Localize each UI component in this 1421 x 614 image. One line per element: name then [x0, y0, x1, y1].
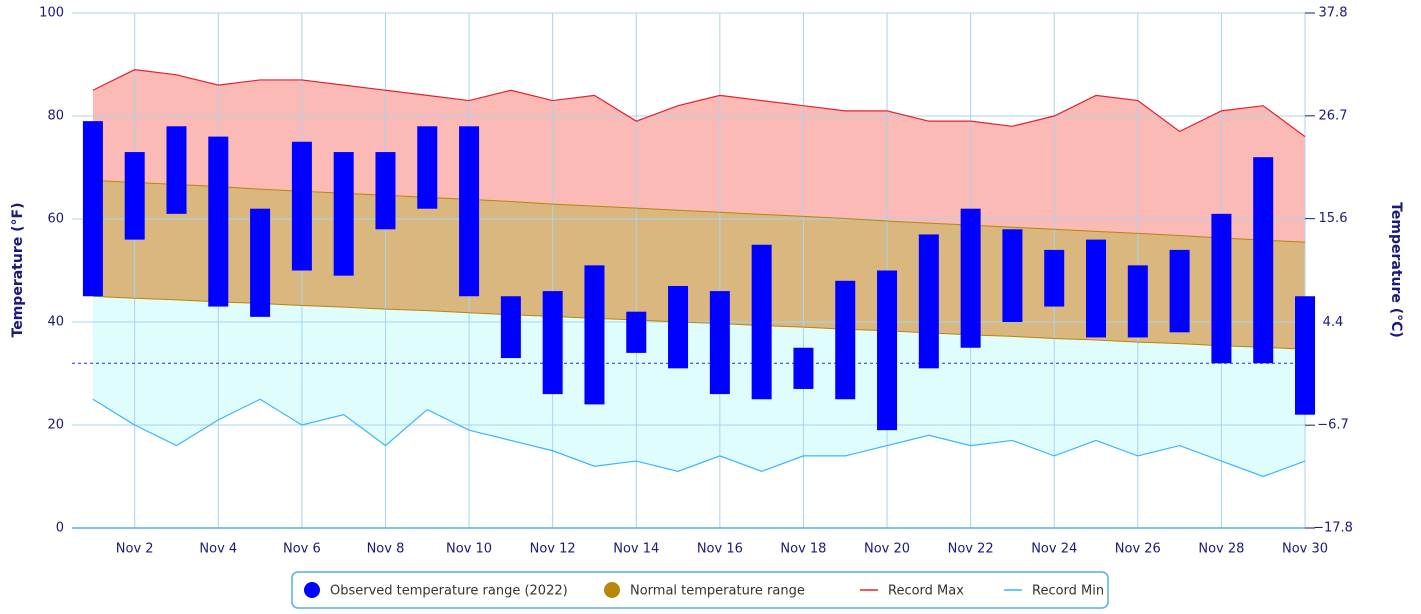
y2-tick-label: 26.7: [1319, 108, 1348, 123]
observed-bar: [1169, 249, 1190, 333]
observed-bar: [1211, 213, 1232, 364]
observed-bar: [82, 121, 103, 297]
legend-label: Normal temperature range: [630, 584, 805, 599]
x-tick-label: Nov 14: [613, 542, 659, 557]
legend-swatch: [304, 582, 320, 598]
observed-bar: [1253, 157, 1274, 364]
x-tick-label: Nov 20: [864, 542, 910, 557]
y-tick-label: 80: [47, 109, 64, 124]
observed-bar: [124, 152, 145, 240]
x-tick-label: Nov 12: [530, 542, 576, 557]
observed-bar: [1044, 249, 1065, 307]
observed-bar: [918, 234, 939, 369]
observed-bar: [208, 136, 229, 307]
observed-bar: [835, 280, 856, 400]
observed-bar: [166, 126, 187, 214]
y2-tick-label: 37.8: [1319, 6, 1348, 21]
x-tick-label: Nov 6: [283, 542, 321, 557]
x-tick-label: Nov 22: [948, 542, 994, 557]
record-low-area: [92, 296, 1305, 477]
observed-bar: [1086, 239, 1107, 338]
observed-bar: [626, 311, 647, 353]
y-tick-label: 0: [56, 521, 64, 536]
y2-tick-label: −17.8: [1313, 521, 1353, 536]
y-tick-label: 100: [39, 6, 64, 21]
observed-bar: [1002, 229, 1023, 322]
x-tick-label: Nov 8: [367, 542, 405, 557]
x-tick-label: Nov 16: [697, 542, 743, 557]
y-tick-label: 60: [47, 212, 64, 227]
x-tick-label: Nov 28: [1198, 542, 1244, 557]
legend-box: [291, 571, 1109, 609]
y-axis-title: Temperature (°F): [10, 203, 26, 338]
y2-tick-label: 4.4: [1323, 315, 1344, 330]
y2-tick-label: −6.7: [1317, 418, 1349, 433]
record-max-line: [92, 69, 1306, 138]
x-tick-label: Nov 30: [1282, 542, 1328, 557]
observed-bar: [709, 291, 730, 395]
legend-swatch: [604, 582, 620, 598]
normal-area: [92, 180, 1305, 350]
y2-axis-title: Temperature (°C): [1388, 202, 1404, 338]
observed-bar: [542, 291, 563, 395]
observed-bar: [584, 265, 605, 405]
normal-low-line: [92, 295, 1306, 350]
legend-label: Observed temperature range (2022): [330, 584, 568, 599]
x-tick-label: Nov 2: [116, 542, 154, 557]
observed-bar: [1127, 265, 1148, 338]
observed-bar: [417, 126, 438, 209]
x-tick-label: Nov 26: [1115, 542, 1161, 557]
observed-bar: [291, 141, 312, 271]
observed-bar: [793, 347, 814, 389]
observed-bar: [459, 126, 480, 297]
y-tick-label: 40: [47, 315, 64, 330]
x-tick-label: Nov 4: [199, 542, 237, 557]
observed-bar: [500, 296, 521, 359]
observed-bar: [960, 208, 981, 348]
observed-bar: [668, 285, 689, 369]
legend-label: Record Min: [1032, 584, 1104, 599]
observed-bar: [333, 152, 354, 276]
x-tick-label: Nov 24: [1031, 542, 1077, 557]
y2-tick-label: 15.6: [1319, 211, 1348, 226]
observed-bar: [1295, 296, 1315, 415]
observed-bar: [375, 152, 396, 230]
x-tick-label: Nov 18: [780, 542, 826, 557]
observed-bar: [877, 270, 898, 431]
observed-bar: [250, 208, 271, 317]
y-tick-label: 20: [47, 418, 64, 433]
record-high-area: [92, 69, 1305, 243]
x-tick-label: Nov 10: [446, 542, 492, 557]
record-min-line: [92, 398, 1306, 478]
legend-label: Record Max: [888, 584, 964, 599]
observed-bar: [751, 244, 772, 400]
